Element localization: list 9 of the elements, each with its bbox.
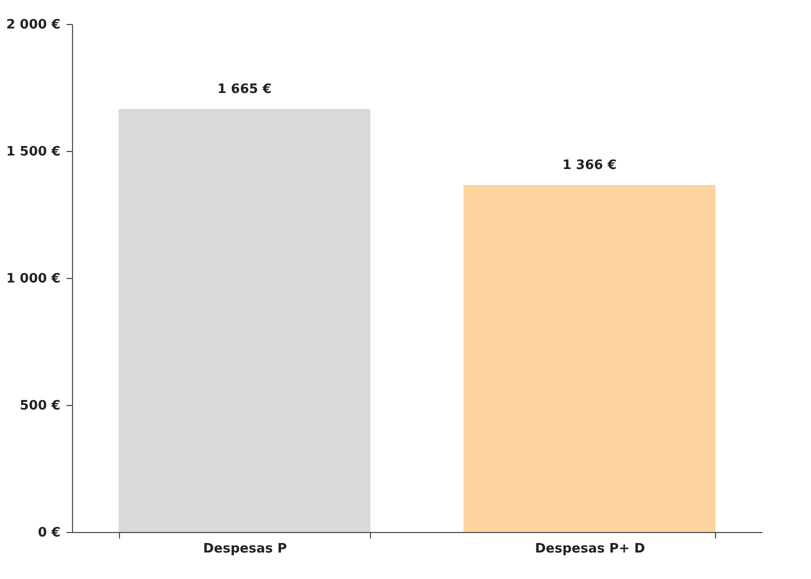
x-tick-label: Despesas P	[203, 542, 287, 556]
x-tick-label: Despesas P+ D	[535, 542, 646, 556]
y-tick-label: 0 €	[38, 526, 60, 540]
y-tick-label: 2 000 €	[6, 18, 60, 32]
y-tick-label: 1 500 €	[6, 144, 60, 160]
y-tick-label: 1 000 €	[6, 272, 60, 286]
data-label: 1 665 €	[217, 82, 272, 98]
y-tick-label: 500 €	[20, 398, 60, 414]
data-label: 1 366 €	[562, 158, 617, 174]
